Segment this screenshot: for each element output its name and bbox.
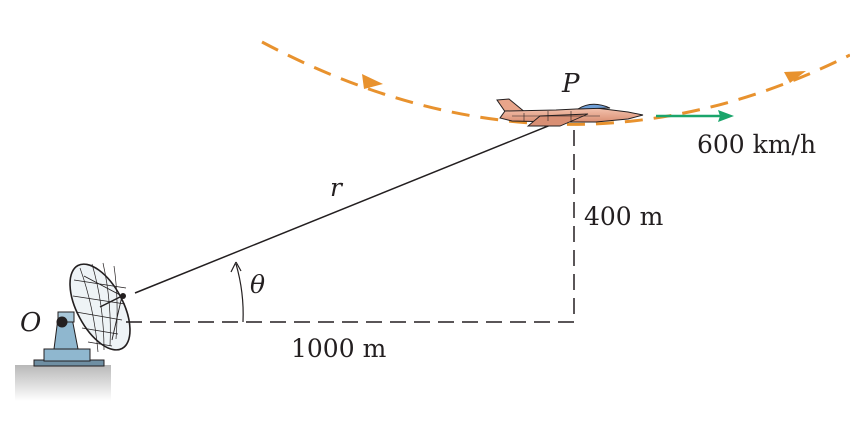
velocity-arrow <box>656 110 734 122</box>
speed-label: 600 km/h <box>697 130 816 159</box>
altitude-label: 400 m <box>584 202 664 231</box>
flight-path-arrowhead-right <box>784 71 806 83</box>
jet-aircraft-icon <box>496 98 644 127</box>
horizontal-distance-label: 1000 m <box>291 334 387 363</box>
angle-arrowhead <box>230 261 242 273</box>
radar-dish-icon <box>33 262 131 367</box>
flight-path-curve <box>261 40 850 126</box>
flight-path-arrowhead-left <box>362 74 383 89</box>
angle-arc <box>235 263 244 323</box>
radius-line <box>134 117 569 294</box>
point-label: P <box>561 69 580 99</box>
angle-label: θ <box>250 270 265 299</box>
ground <box>15 365 111 401</box>
origin-point <box>56 316 68 328</box>
radius-label: r <box>330 173 344 202</box>
origin-label: O <box>20 308 41 338</box>
